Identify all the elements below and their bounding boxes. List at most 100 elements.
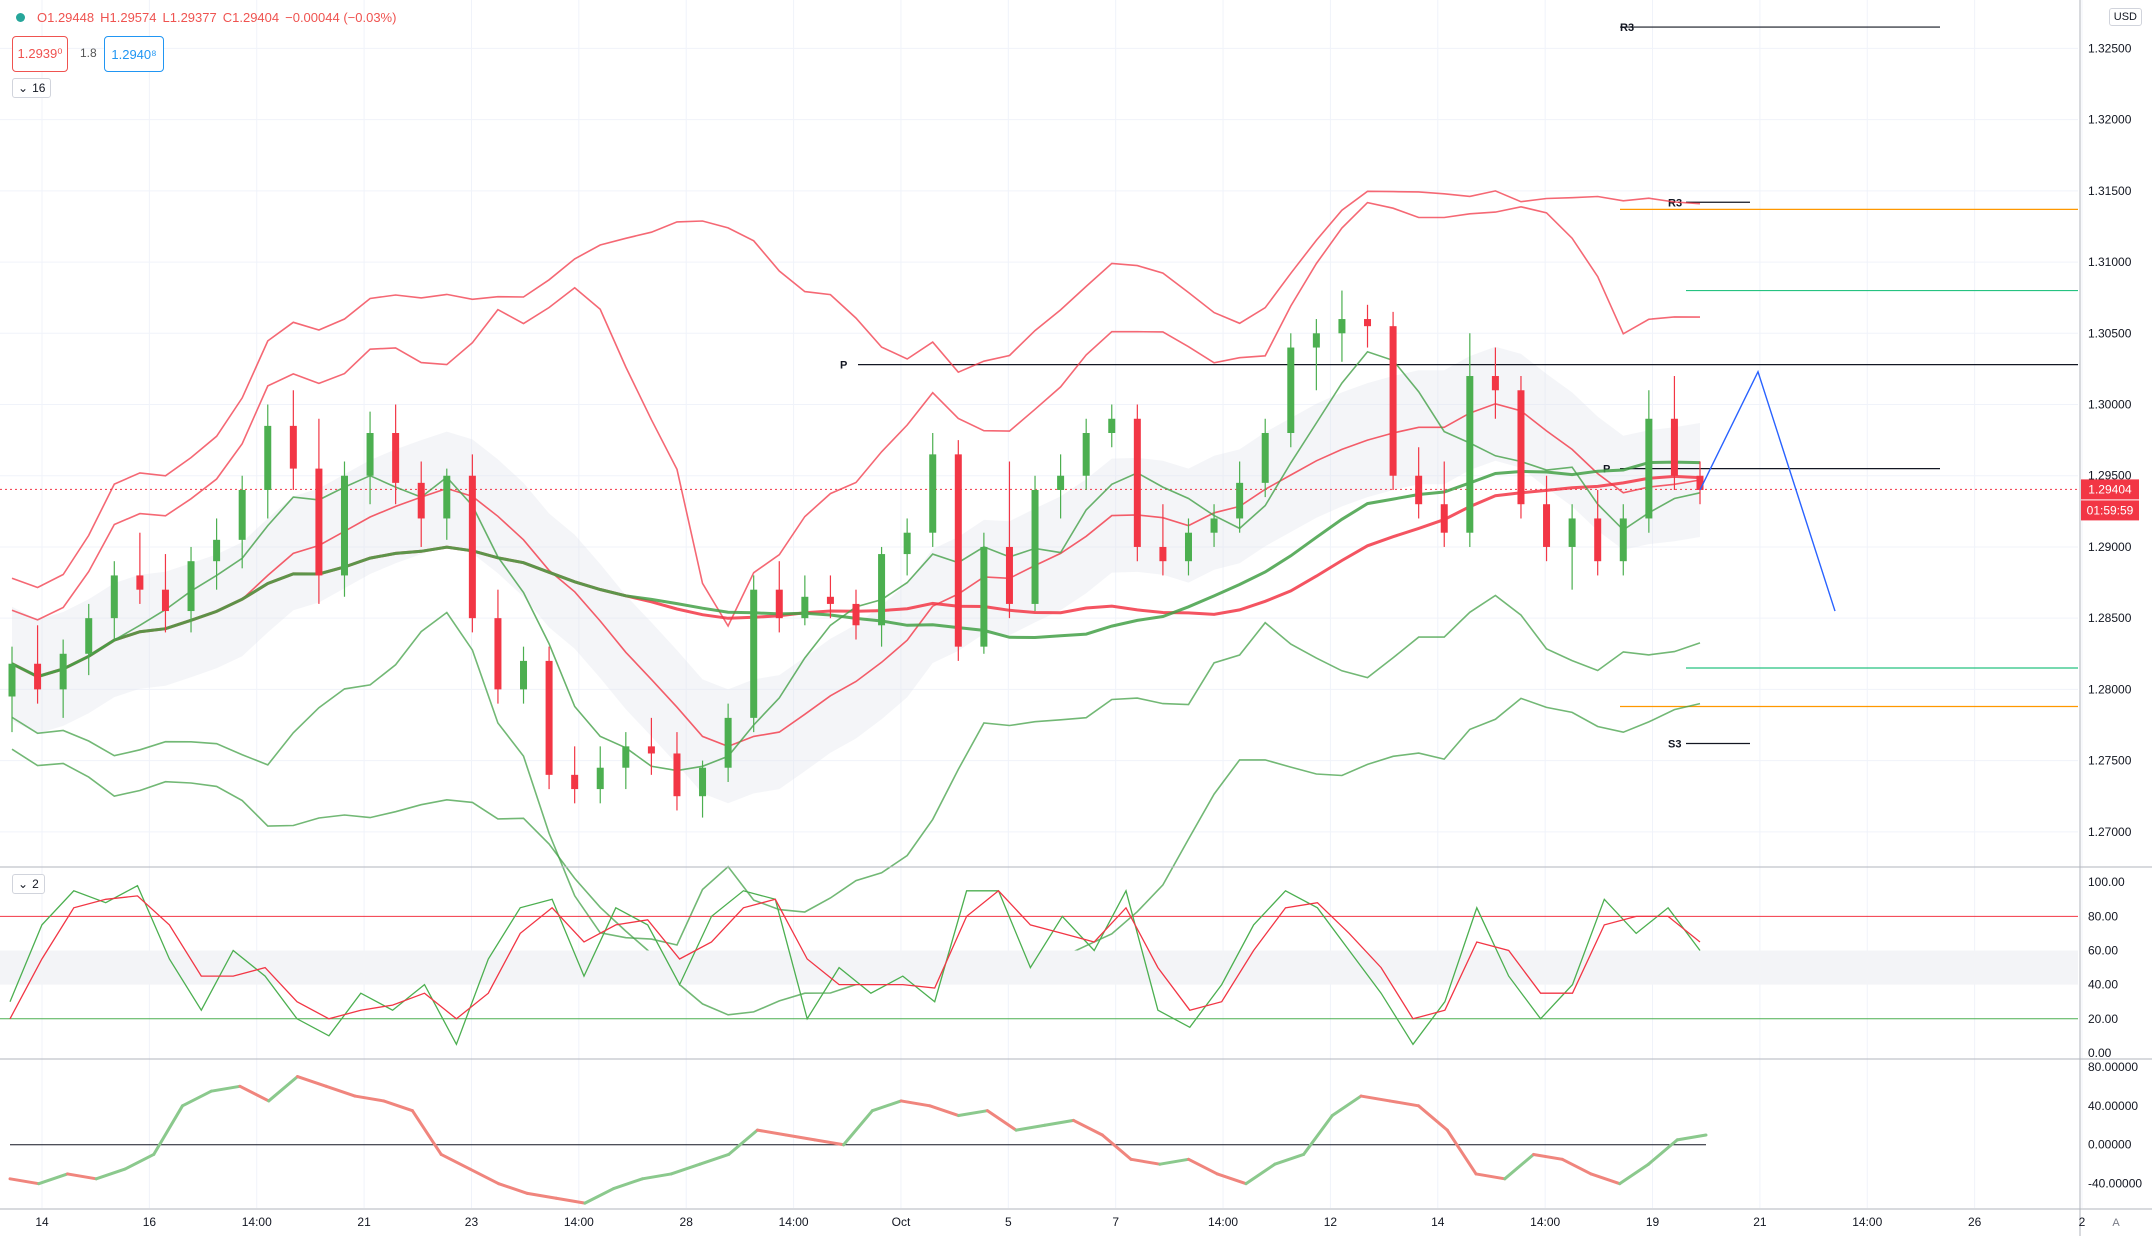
- candle: [1670, 376, 1678, 490]
- stoch-tick-label: 100.00: [2088, 875, 2125, 889]
- osc-segment: [8, 1177, 41, 1186]
- osc-segment: [1043, 1118, 1076, 1127]
- osc-segment: [353, 1094, 386, 1103]
- osc-segment: [94, 1167, 127, 1181]
- upper-band-inner: [11, 201, 1701, 628]
- osc-segment: [612, 1177, 644, 1191]
- osc-tick-label: 0.00000: [2088, 1138, 2132, 1152]
- osc-segment: [1359, 1094, 1392, 1103]
- candle-body: [571, 774, 579, 790]
- stoch-k-line: [9, 884, 1701, 1046]
- osc-segment: [640, 1172, 673, 1181]
- candle: [238, 475, 246, 569]
- candle-body: [980, 546, 988, 647]
- stochastic-pane[interactable]: [0, 884, 2078, 1046]
- candle-body: [289, 425, 297, 469]
- candle-body: [1619, 518, 1627, 562]
- stoch-d-line: [9, 889, 1701, 1020]
- osc-segment: [1302, 1114, 1334, 1156]
- buy-button[interactable]: 1.2940⁸: [104, 36, 164, 72]
- stoch-mid-band: [0, 950, 2078, 985]
- stoch-pane-count: 2: [32, 877, 39, 891]
- currency-label[interactable]: USD: [2108, 8, 2142, 26]
- main-pane-toggle[interactable]: ⌄ 16: [12, 78, 52, 98]
- stoch-pane-toggle[interactable]: ⌄ 2: [12, 874, 45, 894]
- price-tick-label: 1.30000: [2088, 398, 2132, 412]
- projection-lines: [1699, 369, 1836, 612]
- candle-body: [878, 554, 886, 626]
- low-value: L1.29377: [162, 10, 217, 25]
- time-tick-label: 14:00: [1208, 1215, 1238, 1229]
- candle-body: [775, 589, 783, 619]
- candle: [699, 760, 707, 818]
- osc-segment: [468, 1167, 501, 1186]
- ichimoku-cloud: [12, 346, 1700, 804]
- candle-body: [468, 475, 476, 619]
- auto-scale-button[interactable]: A: [2112, 1217, 2120, 1229]
- osc-segment: [985, 1109, 1018, 1132]
- candle-body: [187, 561, 195, 612]
- osc-segment: [727, 1128, 759, 1156]
- candle: [980, 532, 988, 654]
- candle: [750, 575, 758, 733]
- candle: [1184, 518, 1192, 576]
- osc-segment: [1388, 1099, 1421, 1108]
- close-value: C1.29404: [222, 10, 280, 25]
- candle: [1261, 418, 1269, 498]
- open-value: O1.29448: [37, 10, 95, 25]
- osc-segment: [1158, 1157, 1191, 1166]
- candle-body: [903, 532, 911, 555]
- osc-segment: [1417, 1104, 1449, 1132]
- osc-segment: [1560, 1157, 1593, 1176]
- indicator-fills: [12, 346, 1700, 804]
- candle-body: [264, 425, 272, 490]
- candle-body: [59, 653, 67, 690]
- time-tick-label: Oct: [892, 1215, 911, 1229]
- sell-button[interactable]: 1.2939⁰: [12, 36, 68, 72]
- candle-body: [1364, 319, 1372, 327]
- candle: [929, 433, 937, 547]
- oscillator-pane[interactable]: [8, 1075, 1708, 1205]
- candle-body: [954, 454, 962, 647]
- upper-band-outer: [11, 190, 1701, 589]
- candle: [1696, 461, 1704, 505]
- time-tick-label: 14:00: [1852, 1215, 1882, 1229]
- price-tick-label: 1.27500: [2088, 754, 2132, 768]
- candle-body: [1696, 475, 1704, 490]
- stoch-tick-label: 60.00: [2088, 943, 2118, 957]
- candle-body: [392, 433, 400, 483]
- candle: [289, 390, 297, 490]
- candle: [1517, 376, 1525, 519]
- osc-segment: [152, 1104, 184, 1156]
- candle-body: [161, 589, 169, 612]
- candle-body: [545, 660, 553, 775]
- candle: [1057, 454, 1065, 519]
- candle-body: [340, 475, 348, 576]
- osc-segment: [209, 1084, 242, 1093]
- price-tick-label: 1.31000: [2088, 255, 2132, 269]
- candle: [187, 546, 195, 633]
- candle-body: [85, 618, 93, 654]
- change-value: −0.00044 (−0.03%): [285, 10, 397, 25]
- candle: [545, 646, 553, 790]
- candle-body: [1108, 418, 1116, 433]
- osc-segment: [1503, 1152, 1536, 1181]
- price-tick-label: 1.28000: [2088, 682, 2132, 696]
- time-tick-label: 12: [1324, 1215, 1338, 1229]
- candle: [954, 440, 962, 661]
- osc-segment: [439, 1152, 472, 1171]
- candle-body: [699, 767, 707, 797]
- candle-body: [1184, 532, 1192, 562]
- osc-segment: [1445, 1128, 1478, 1176]
- candlestick-series[interactable]: [8, 290, 1704, 818]
- candle: [775, 561, 783, 633]
- candle: [571, 746, 579, 804]
- candle-body: [1594, 518, 1602, 562]
- candle: [1594, 489, 1602, 576]
- candle-body: [213, 539, 221, 562]
- time-tick-label: 14:00: [564, 1215, 594, 1229]
- candle: [520, 646, 528, 704]
